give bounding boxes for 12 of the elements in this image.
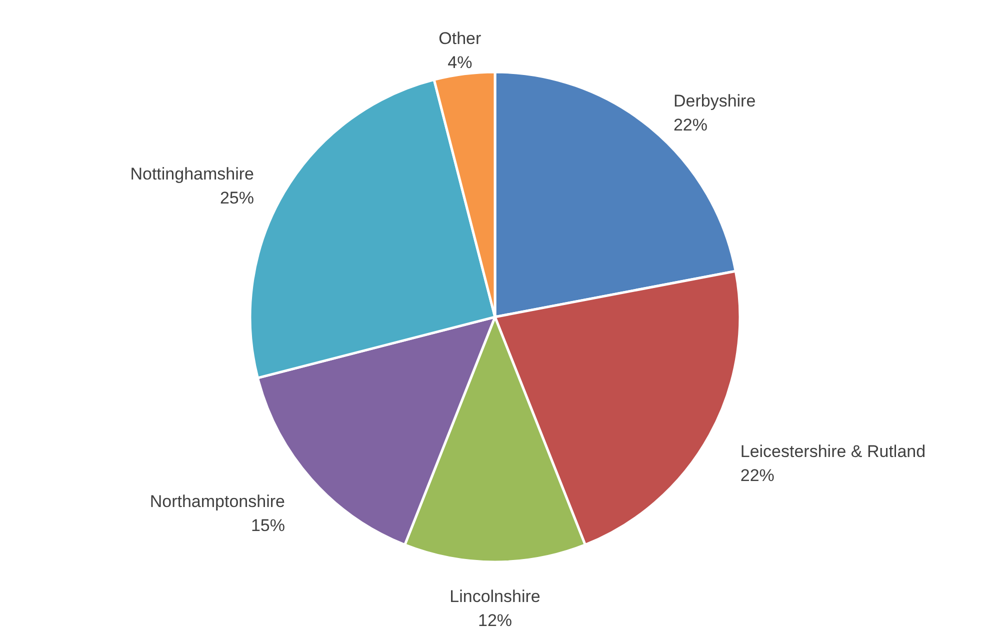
slice-label: Leicestershire & Rutland: [740, 442, 926, 461]
data-label: 22%: [673, 115, 708, 134]
data-label: 22%: [740, 466, 774, 485]
slice-label: Other: [438, 29, 482, 48]
slice-label: Northamptonshire: [150, 492, 285, 512]
data-label: 25%: [220, 188, 254, 208]
slice-label: Nottinghamshire: [130, 164, 254, 184]
slice-label: Lincolnshire: [450, 587, 540, 606]
slice-label: Derbyshire: [673, 91, 756, 110]
data-label: 12%: [478, 611, 512, 630]
data-label: 15%: [250, 516, 285, 536]
data-label: 4%: [448, 53, 472, 72]
